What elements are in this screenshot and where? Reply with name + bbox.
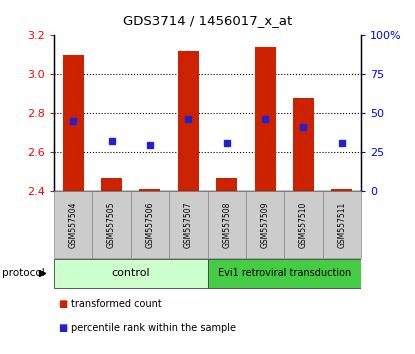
Bar bbox=[169, 191, 208, 258]
Bar bbox=[54, 259, 208, 288]
Text: GSM557506: GSM557506 bbox=[145, 201, 154, 248]
Bar bbox=[178, 51, 199, 191]
Text: GSM557504: GSM557504 bbox=[68, 201, 78, 248]
Bar bbox=[139, 189, 161, 191]
Text: Evi1 retroviral transduction: Evi1 retroviral transduction bbox=[217, 268, 351, 279]
Bar bbox=[93, 191, 131, 258]
Bar bbox=[331, 189, 352, 191]
Bar bbox=[284, 191, 323, 258]
Text: percentile rank within the sample: percentile rank within the sample bbox=[71, 323, 236, 333]
Text: protocol: protocol bbox=[2, 268, 45, 279]
Text: GSM557511: GSM557511 bbox=[337, 202, 347, 248]
Text: transformed count: transformed count bbox=[71, 298, 161, 309]
Text: GSM557507: GSM557507 bbox=[184, 201, 193, 248]
Bar bbox=[216, 177, 237, 191]
Text: ■: ■ bbox=[58, 298, 67, 309]
Bar bbox=[208, 259, 361, 288]
Bar bbox=[131, 191, 169, 258]
Bar bbox=[254, 47, 276, 191]
Bar bbox=[293, 98, 314, 191]
Text: GSM557510: GSM557510 bbox=[299, 201, 308, 248]
Text: GDS3714 / 1456017_x_at: GDS3714 / 1456017_x_at bbox=[123, 14, 292, 27]
Bar bbox=[101, 177, 122, 191]
Bar bbox=[54, 191, 92, 258]
Text: ■: ■ bbox=[58, 323, 67, 333]
Text: GSM557509: GSM557509 bbox=[261, 201, 270, 248]
Bar bbox=[208, 191, 246, 258]
Text: GSM557505: GSM557505 bbox=[107, 201, 116, 248]
Text: GSM557508: GSM557508 bbox=[222, 201, 231, 248]
Bar bbox=[63, 55, 84, 191]
Text: control: control bbox=[111, 268, 150, 279]
Bar bbox=[246, 191, 284, 258]
Bar bbox=[323, 191, 361, 258]
